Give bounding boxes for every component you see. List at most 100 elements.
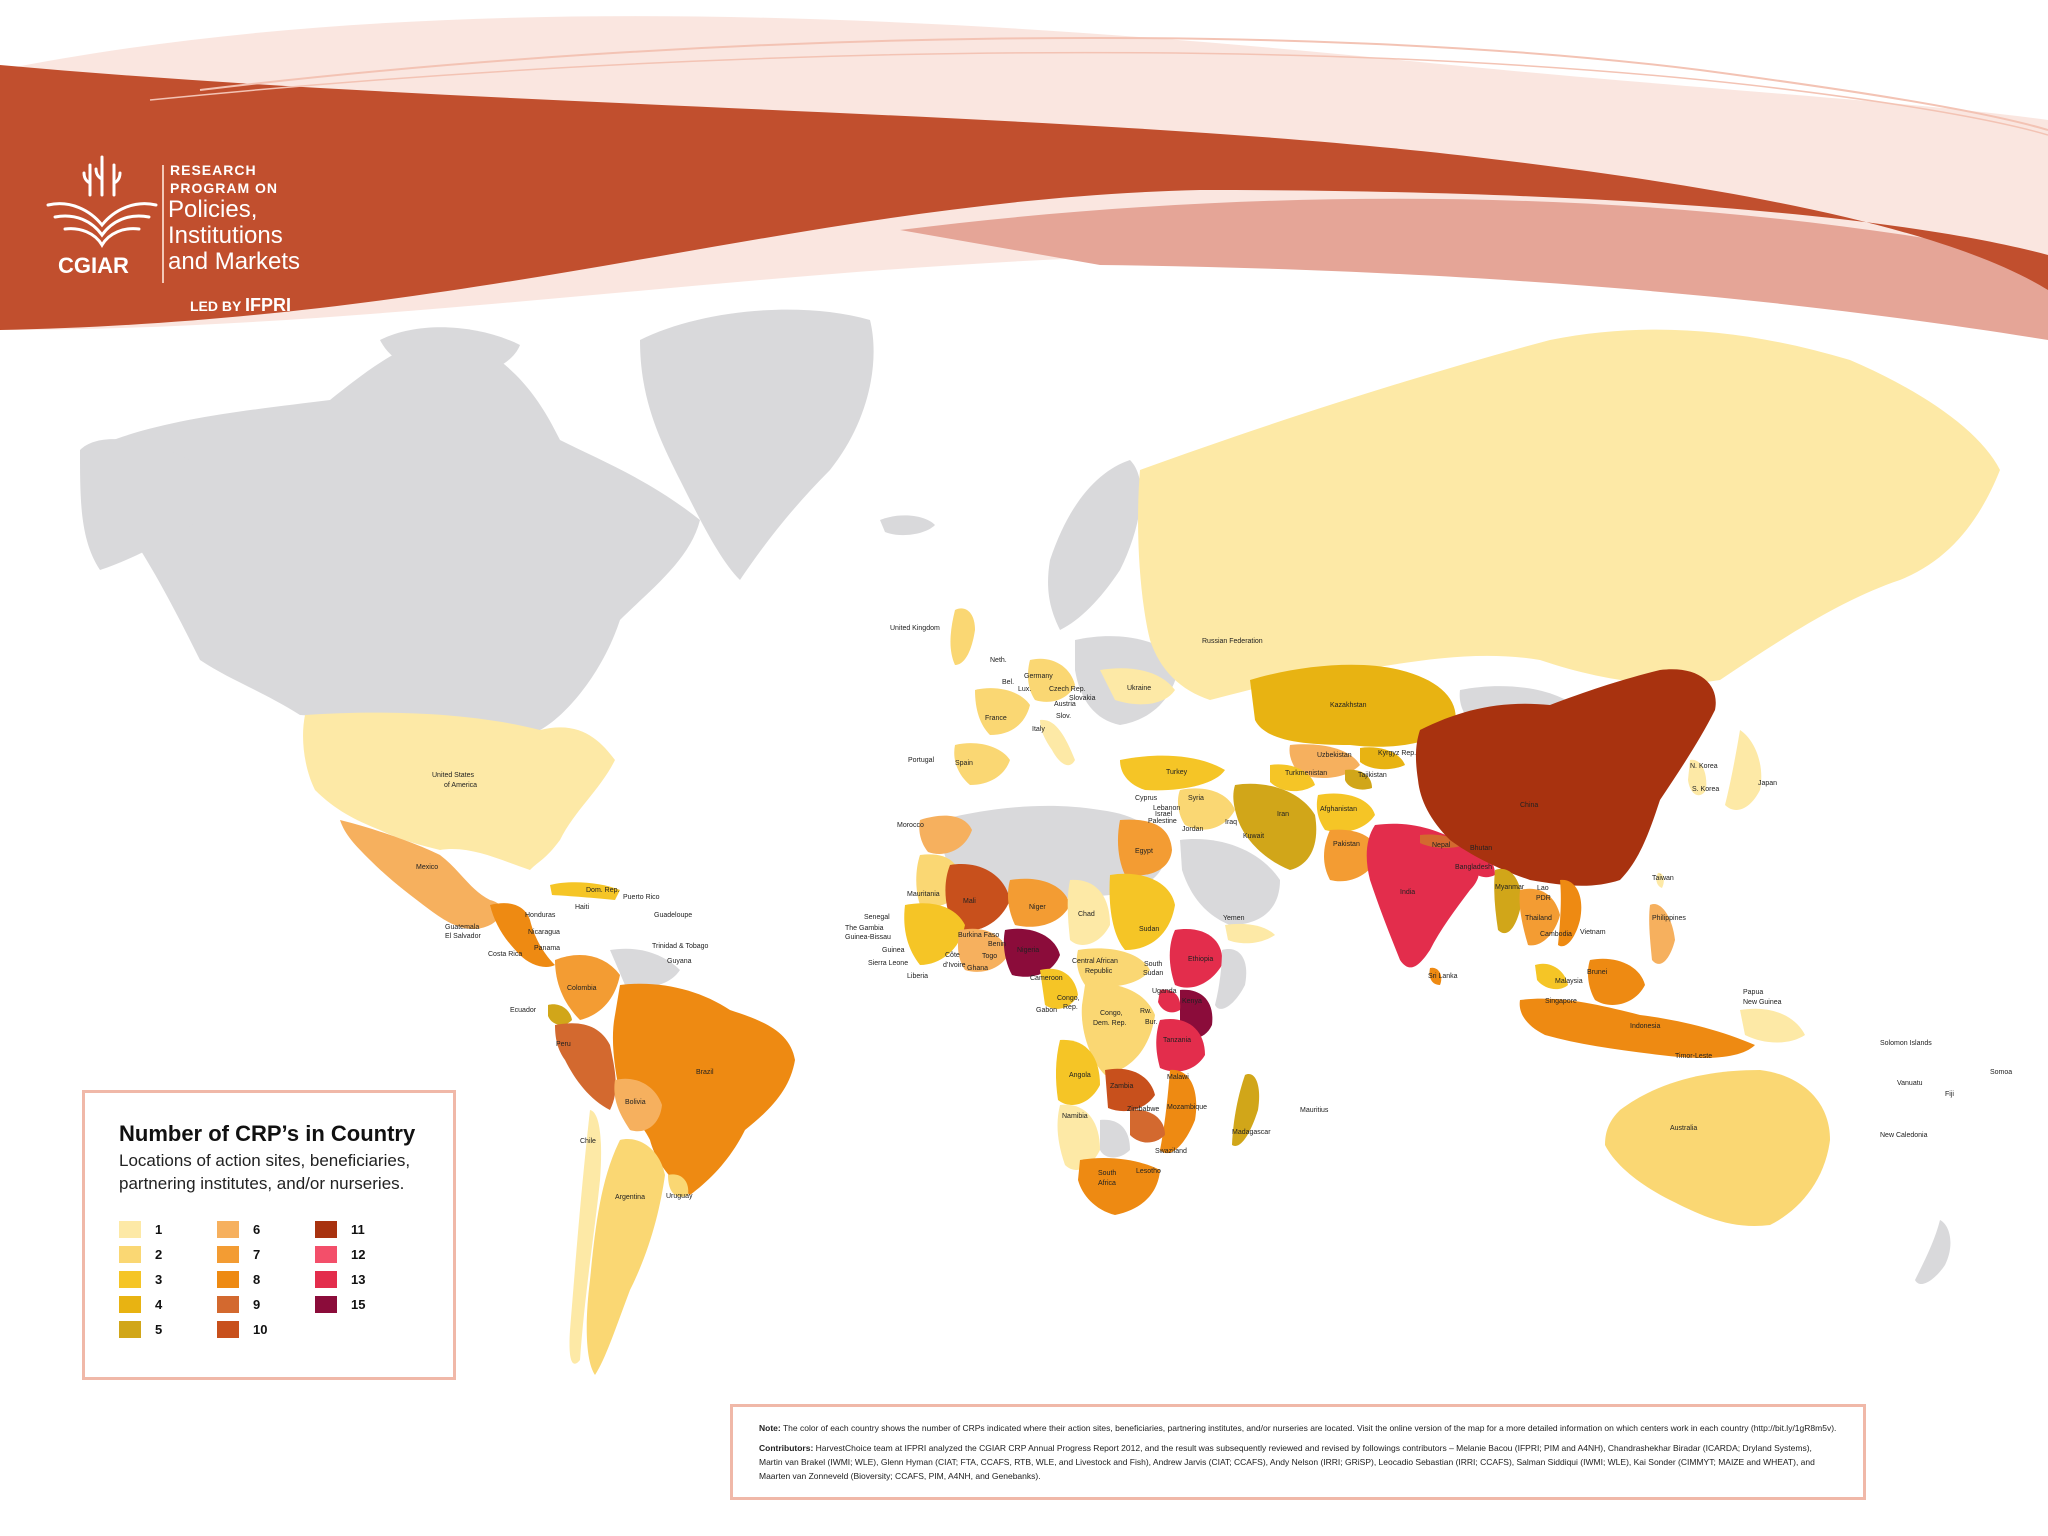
label-chad: Chad (1078, 911, 1095, 918)
legend-swatch (217, 1221, 239, 1238)
country-tajikistan (1345, 769, 1372, 790)
label-united-kingdom: United Kingdom (890, 625, 940, 632)
country-scandinavia (1048, 460, 1141, 630)
country-tanzania (1156, 1018, 1205, 1072)
country-germany (1027, 658, 1075, 702)
label-solomon: Solomon Islands (1880, 1040, 1932, 1047)
country-zimbabwe (1130, 1109, 1165, 1143)
legend-swatch (217, 1296, 239, 1313)
label-iran: Iran (1277, 811, 1289, 818)
label-mexico: Mexico (416, 864, 438, 871)
country-uganda (1158, 989, 1181, 1013)
label-south-sudan-1: South (1144, 961, 1162, 968)
label-ecuador: Ecuador (510, 1007, 537, 1014)
label-lux: Lux. (1018, 686, 1031, 693)
banner-pink-wave (900, 198, 2048, 340)
country-usa (303, 712, 615, 870)
label-dom-rep: Dom. Rep. (586, 887, 620, 894)
label-mauritius: Mauritius (1300, 1107, 1329, 1114)
label-slov: Slov. (1056, 713, 1071, 720)
label-rwanda: Rw. (1140, 1008, 1152, 1015)
program-name-line-2: Institutions (168, 222, 283, 249)
country-angola (1055, 1039, 1100, 1105)
label-lebanon: Lebanon (1153, 805, 1180, 812)
country-venezuela (610, 948, 680, 987)
label-singapore: Singapore (1545, 998, 1577, 1005)
label-gambia: The Gambia (845, 925, 884, 932)
legend-value: 7 (253, 1247, 261, 1262)
country-nigeria (1003, 928, 1060, 977)
label-namibia: Namibia (1062, 1113, 1088, 1120)
label-guinea: Guinea (882, 947, 905, 954)
cgiar-wordmark: CGIAR (58, 253, 129, 278)
program-name: Policies, Institutions and Markets (168, 197, 300, 275)
country-madagascar (1232, 1074, 1260, 1146)
label-spain: Spain (955, 760, 973, 767)
country-north-africa (940, 805, 1165, 899)
label-yemen: Yemen (1223, 915, 1245, 922)
country-china (1415, 669, 1716, 886)
legend-value: 5 (155, 1322, 163, 1337)
map-legend: Number of CRP’s in Country Locations of … (82, 1090, 456, 1380)
label-car-2: Republic (1085, 968, 1113, 975)
legend-swatch (315, 1221, 337, 1238)
label-pakistan: Pakistan (1333, 841, 1360, 848)
label-swaziland: Swaziland (1155, 1148, 1187, 1155)
country-nepal (1420, 834, 1465, 848)
country-bangladesh (1470, 854, 1495, 878)
label-mauritania: Mauritania (907, 891, 940, 898)
country-mexico (340, 820, 502, 930)
label-vanuatu: Vanuatu (1897, 1080, 1923, 1087)
map-labels: United Kingdom Neth. Bel. Lux. Germany C… (416, 625, 2012, 1201)
country-ecuador (548, 1004, 572, 1025)
country-south-africa (1078, 1158, 1160, 1215)
legend-value: 8 (253, 1272, 261, 1287)
country-pakistan (1324, 829, 1380, 882)
label-france: France (985, 715, 1007, 722)
label-el-salvador: El Salvador (445, 933, 481, 940)
legend-value: 12 (351, 1247, 366, 1262)
label-portugal: Portugal (908, 757, 935, 764)
legend-subtitle: Locations of action sites, beneficiaries… (119, 1151, 411, 1193)
label-malawi: Malawi (1167, 1074, 1189, 1081)
label-sudan: Sudan (1139, 926, 1159, 933)
legend-swatch (119, 1246, 141, 1263)
label-drc-1: Congo, (1100, 1010, 1123, 1017)
label-n-korea: N. Korea (1690, 763, 1718, 770)
contributors-text: HarvestChoice team at IFPRI analyzed the… (759, 1443, 1815, 1481)
program-label-line-1: RESEARCH (170, 162, 257, 178)
program-name-line-3: and Markets (168, 248, 301, 275)
country-bolivia (614, 1078, 662, 1132)
legend-value: 15 (351, 1297, 366, 1312)
label-new-caledonia: New Caledonia (1880, 1132, 1928, 1139)
label-syria: Syria (1188, 795, 1204, 802)
banner-main-wave (0, 65, 2048, 330)
label-malaysia: Malaysia (1555, 978, 1583, 985)
country-kyrgyz (1360, 747, 1405, 770)
legend-swatch (119, 1221, 141, 1238)
label-kyrgyz: Kyrgyz Rep. (1378, 750, 1416, 757)
label-ethiopia: Ethiopia (1188, 956, 1213, 963)
label-guatemala: Guatemala (445, 924, 479, 931)
country-philippines (1649, 904, 1675, 964)
label-australia: Australia (1670, 1125, 1697, 1132)
label-puerto-rico: Puerto Rico (623, 894, 660, 901)
country-mauritania (916, 854, 962, 907)
label-benin: Benin (988, 941, 1006, 948)
country-indonesia (1519, 998, 1755, 1058)
label-south-africa-2: Africa (1098, 1180, 1116, 1187)
legend-value: 10 (253, 1322, 268, 1337)
label-russia: Russian Federation (1202, 638, 1263, 645)
country-egypt (1117, 819, 1172, 876)
country-mali (945, 864, 1010, 932)
country-taiwan (1656, 872, 1664, 888)
country-yemen (1225, 923, 1275, 944)
label-liberia: Liberia (907, 973, 928, 980)
country-mozambique (1160, 1069, 1197, 1154)
label-bhutan: Bhutan (1470, 845, 1492, 852)
label-lao: Lao (1537, 885, 1549, 892)
country-turkey (1120, 755, 1225, 791)
country-france (975, 688, 1030, 735)
label-niger: Niger (1029, 904, 1046, 911)
note-text: The color of each country shows the numb… (782, 1423, 1837, 1433)
